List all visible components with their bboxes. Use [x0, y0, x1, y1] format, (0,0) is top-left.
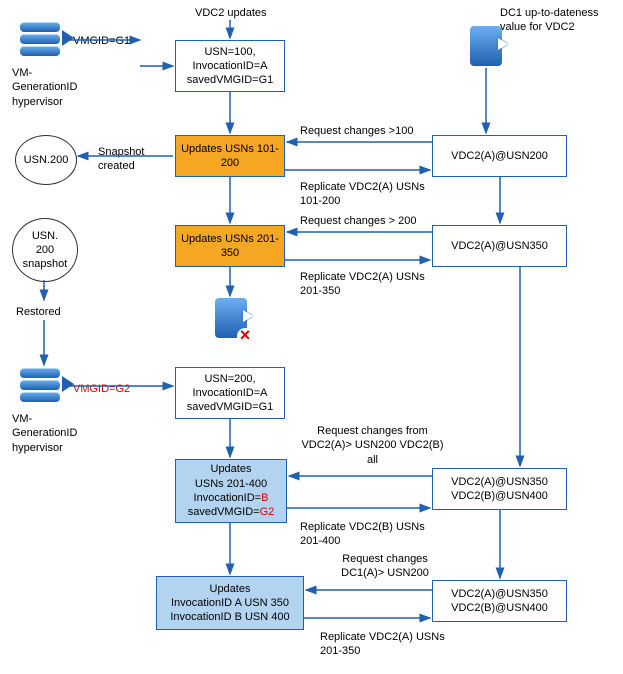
u201400-l4: savedVMGID=G2 [188, 505, 275, 519]
r350400-l1: VDC2(A)@USN350 [451, 475, 548, 489]
box-updates-101-200: Updates USNs 101-200 [175, 135, 285, 177]
label-req-vdc2a-ball: Request changes from VDC2(A)> USN200 VDC… [300, 424, 445, 467]
circle-usn200-snapshot: USN. 200 snapshot [12, 218, 78, 282]
snap-l2: 200 [36, 243, 54, 257]
label-req-dc1a: Request changes DC1(A)> USN200 [320, 552, 450, 581]
restored-label: Restored [16, 305, 61, 319]
vm-gen-label-1: VM-GenerationID hypervisor [12, 66, 92, 109]
server-icon-bottom [20, 368, 68, 408]
label-req-gt100: Request changes >100 [300, 124, 413, 138]
box-usn200: USN=200, InvocationID=A savedVMGID=G1 [175, 367, 285, 419]
server-icon-top [20, 22, 68, 62]
box-right-usn200: VDC2(A)@USN200 [432, 135, 567, 177]
label-rep-101-200: Replicate VDC2(A) USNs 101-200 [300, 180, 430, 209]
box-updates-201-350: Updates USNs 201-350 [175, 225, 285, 267]
label-rep-201-350: Replicate VDC2(A) USNs 201-350 [300, 270, 430, 299]
dc-icon-top [470, 26, 502, 66]
invab-l1: Updates [210, 582, 251, 596]
u201400-l1: Updates [211, 462, 252, 476]
box-right-usn350: VDC2(A)@USN350 [432, 225, 567, 267]
box-right-350-400: VDC2(A)@USN350 VDC2(B)@USN400 [432, 468, 567, 510]
r350400b-l1: VDC2(A)@USN350 [451, 587, 548, 601]
arrows-layer [0, 0, 623, 674]
label-rep-vdc2b-201-400: Replicate VDC2(B) USNs 201-400 [300, 520, 430, 549]
vmgid-g1-label: VMGID=G1 [73, 34, 130, 48]
box-usn100: USN=100, InvocationID=A savedVMGID=G1 [175, 40, 285, 92]
snapshot-created-label: Snapshot created [98, 145, 158, 174]
dc1-title: DC1 up-to-dateness value for VDC2 [500, 6, 620, 35]
box-right-350-400-b: VDC2(A)@USN350 VDC2(B)@USN400 [432, 580, 567, 622]
box-updates-201-400: Updates USNs 201-400 InvocationID=B save… [175, 459, 287, 523]
invab-l2: InvocationID A USN 350 [171, 596, 289, 610]
vm-gen-label-2: VM-GenerationID hypervisor [12, 412, 92, 455]
box-updates-invAB: Updates InvocationID A USN 350 Invocatio… [156, 576, 304, 630]
r350400b-l2: VDC2(B)@USN400 [451, 601, 548, 615]
snap-l1: USN. [32, 229, 58, 243]
circle-usn200: USN.200 [15, 135, 77, 185]
r350400-l2: VDC2(B)@USN400 [451, 489, 548, 503]
vmgid-g2-label: VMGID=G2 [73, 382, 130, 396]
vdc2-updates-title: VDC2 updates [195, 6, 267, 20]
dc-icon-fail: × [215, 298, 247, 338]
u201400-l3: InvocationID=B [194, 491, 269, 505]
snap-l3: snapshot [23, 257, 68, 271]
u201400-l2: USNs 201-400 [195, 477, 267, 491]
invab-l3: InvocationID B USN 400 [170, 610, 289, 624]
label-req-gt200: Request changes > 200 [300, 214, 417, 228]
label-rep-201-350-b: Replicate VDC2(A) USNs 201-350 [320, 630, 450, 659]
